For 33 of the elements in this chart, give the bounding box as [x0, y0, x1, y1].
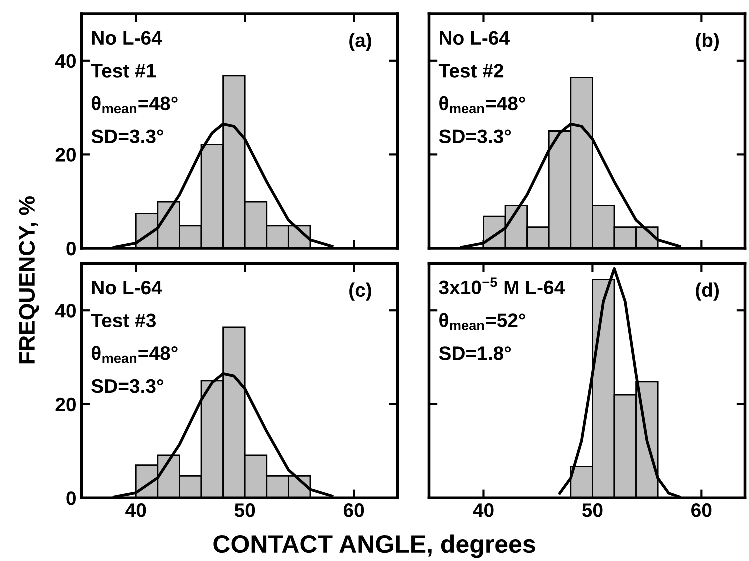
x-tick-label: 50	[582, 504, 603, 518]
x-tick-label: 60	[344, 504, 364, 518]
y-tick-label: 0	[66, 492, 76, 506]
y-tick-label: 0	[66, 242, 76, 256]
x-tick-label: 60	[692, 504, 712, 518]
x-tick-label: 40	[473, 504, 494, 518]
y-tick-label: 40	[55, 304, 76, 318]
y-tick-label: 20	[56, 148, 76, 162]
annotation: (c)	[350, 282, 372, 301]
x-tick-label: 50	[234, 504, 256, 518]
annotation: (d)	[696, 282, 720, 301]
annotation: θ$_{mean}$=48°	[92, 96, 178, 114]
annotation: Test #2	[438, 64, 504, 78]
annotation: No L-64	[92, 31, 162, 46]
annotation: Test #1	[91, 64, 156, 78]
annotation: Test #3	[91, 314, 156, 328]
annotation: 3x10$^{−5}$ M L-64	[439, 278, 566, 295]
annotation: SD=3.3°	[92, 379, 164, 394]
annotation: No L-64	[440, 31, 510, 46]
x-axis-title: CONTACT ANGLE, degrees	[214, 534, 536, 558]
y-tick-label: 40	[55, 54, 76, 68]
annotation: (a)	[350, 33, 372, 52]
y-axis-title: FREQUENCY, %	[19, 196, 40, 364]
annotation: (b)	[696, 33, 720, 52]
annotation: θ$_{mean}$=48°	[440, 96, 526, 114]
annotation: SD=3.3°	[92, 130, 164, 144]
y-tick-label: 20	[56, 398, 76, 412]
annotation: SD=1.8°	[439, 346, 512, 360]
annotation: No L-64	[92, 280, 162, 295]
x-tick-label: 40	[126, 504, 146, 518]
annotation: θ$_{mean}$=48°	[92, 346, 178, 364]
annotation: SD=3.3°	[439, 130, 512, 144]
annotation: θ$_{mean}$=52°	[440, 313, 526, 330]
